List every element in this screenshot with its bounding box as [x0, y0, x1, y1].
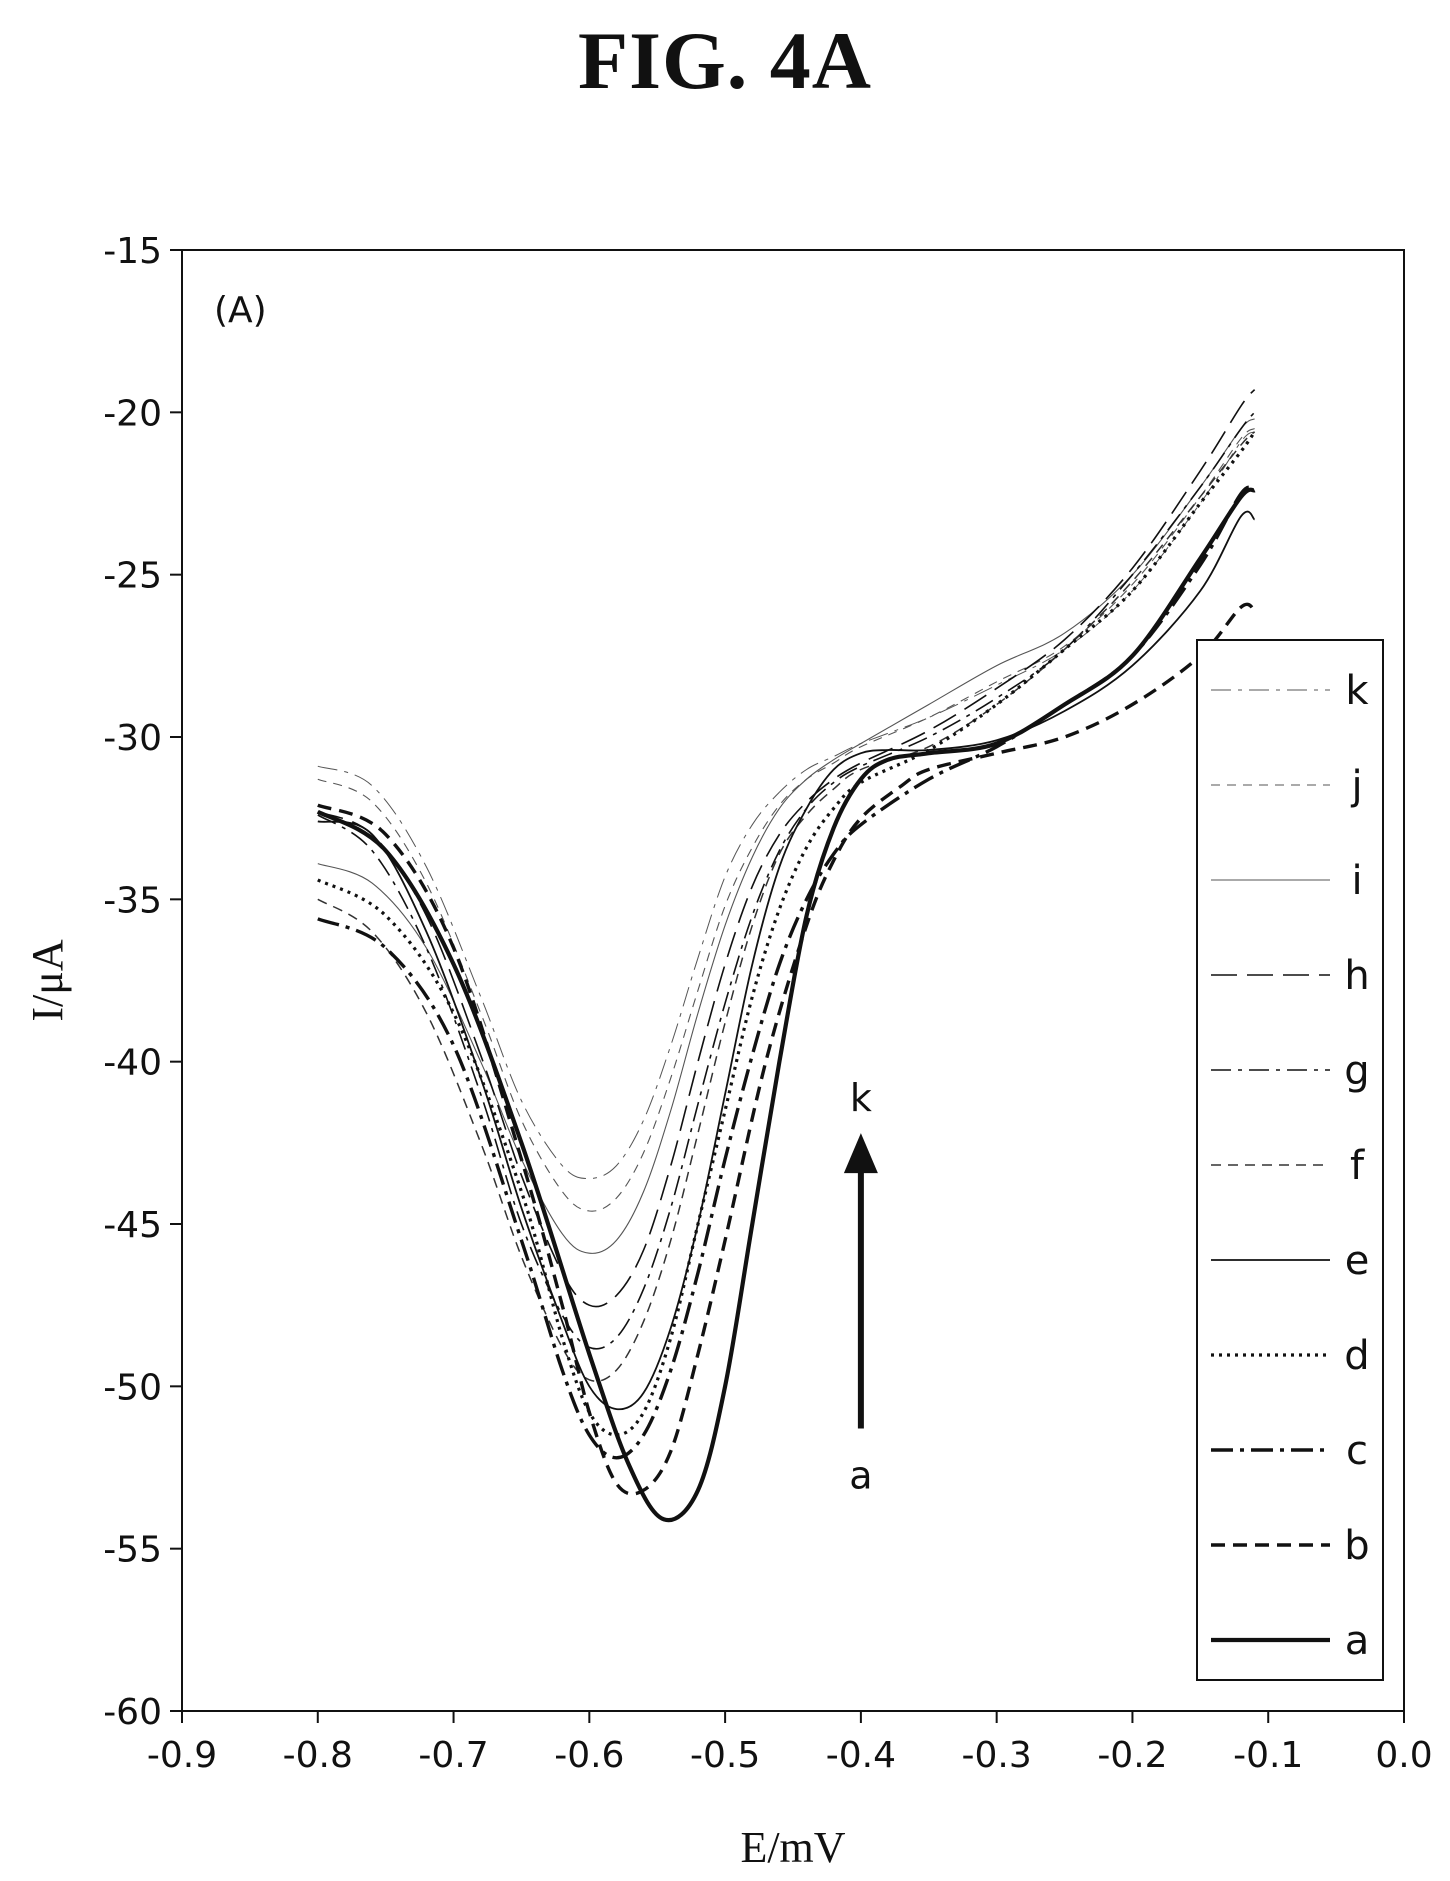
series-line-k — [317, 431, 1255, 1179]
legend-box — [1196, 639, 1384, 1681]
x-tick-label: -0.7 — [418, 1735, 488, 1776]
figure-title: FIG. 4A — [578, 15, 872, 106]
y-tick-label: -50 — [103, 1367, 162, 1408]
trend-arrow-head — [843, 1133, 878, 1174]
x-tick-label: -0.1 — [1233, 1735, 1303, 1776]
legend-label-k: k — [1345, 668, 1369, 714]
legend-label-f: f — [1350, 1143, 1365, 1189]
x-tick-label: -0.8 — [283, 1735, 353, 1776]
y-axis-label: I/μA — [23, 939, 72, 1021]
y-tick-label: -15 — [103, 231, 162, 272]
series-line-i — [317, 418, 1255, 1254]
legend-label-g: g — [1344, 1048, 1369, 1094]
legend-label-b: b — [1344, 1523, 1369, 1569]
series-line-g — [317, 411, 1256, 1350]
series-line-b — [317, 602, 1256, 1496]
y-tick-label: -35 — [103, 880, 162, 921]
series-line-c — [317, 485, 1256, 1460]
series-line-d — [317, 430, 1256, 1437]
y-tick-label: -25 — [103, 556, 162, 597]
legend: k j i h g f e d c b a — [1196, 639, 1384, 1681]
y-tick-label: -55 — [103, 1530, 162, 1571]
x-tick-label: -0.5 — [690, 1735, 760, 1776]
legend-label-h: h — [1344, 953, 1369, 999]
plot-area — [181, 249, 1405, 1712]
legend-label-d: d — [1344, 1333, 1369, 1379]
x-axis-label: E/mV — [740, 1823, 845, 1872]
x-tick-label: -0.3 — [962, 1735, 1032, 1776]
x-tick-label: -0.2 — [1097, 1735, 1167, 1776]
legend-label-a: a — [1345, 1618, 1370, 1664]
legend-label-e: e — [1345, 1238, 1370, 1284]
legend-label-j: j — [1350, 763, 1362, 809]
x-tick-label: -0.6 — [554, 1735, 624, 1776]
x-tick-label: -0.4 — [826, 1735, 896, 1776]
legend-label-i: i — [1351, 858, 1362, 904]
series-line-e — [317, 510, 1256, 1411]
y-tick-label: -45 — [103, 1205, 162, 1246]
panel-label: (A) — [214, 290, 267, 331]
y-tick-label: -40 — [103, 1043, 162, 1084]
x-tick-label: -0.9 — [147, 1735, 217, 1776]
y-tick-label: -60 — [103, 1692, 162, 1733]
x-axis: -0.9 -0.8 -0.7 -0.6 -0.5 -0.4 -0.3 -0.2 -0.1 0.0 — [147, 1711, 1433, 1776]
plot-border — [181, 249, 1405, 1712]
y-tick-label: -30 — [103, 718, 162, 759]
series-line-f — [317, 431, 1256, 1382]
series-line-h — [317, 389, 1256, 1308]
trend-top-label: k — [850, 1076, 872, 1120]
y-tick-label: -20 — [103, 393, 162, 434]
y-axis: -15 -20 -25 -30 -35 -40 -45 -50 -55 -60 — [103, 231, 182, 1733]
legend-label-c: c — [1346, 1428, 1368, 1474]
series-line-a — [316, 487, 1256, 1523]
trend-bottom-label: a — [849, 1454, 872, 1498]
series-lines — [316, 389, 1256, 1523]
series-line-j — [317, 428, 1255, 1212]
trend-annotation: k a — [843, 1076, 878, 1498]
x-tick-label: 0.0 — [1375, 1735, 1432, 1776]
